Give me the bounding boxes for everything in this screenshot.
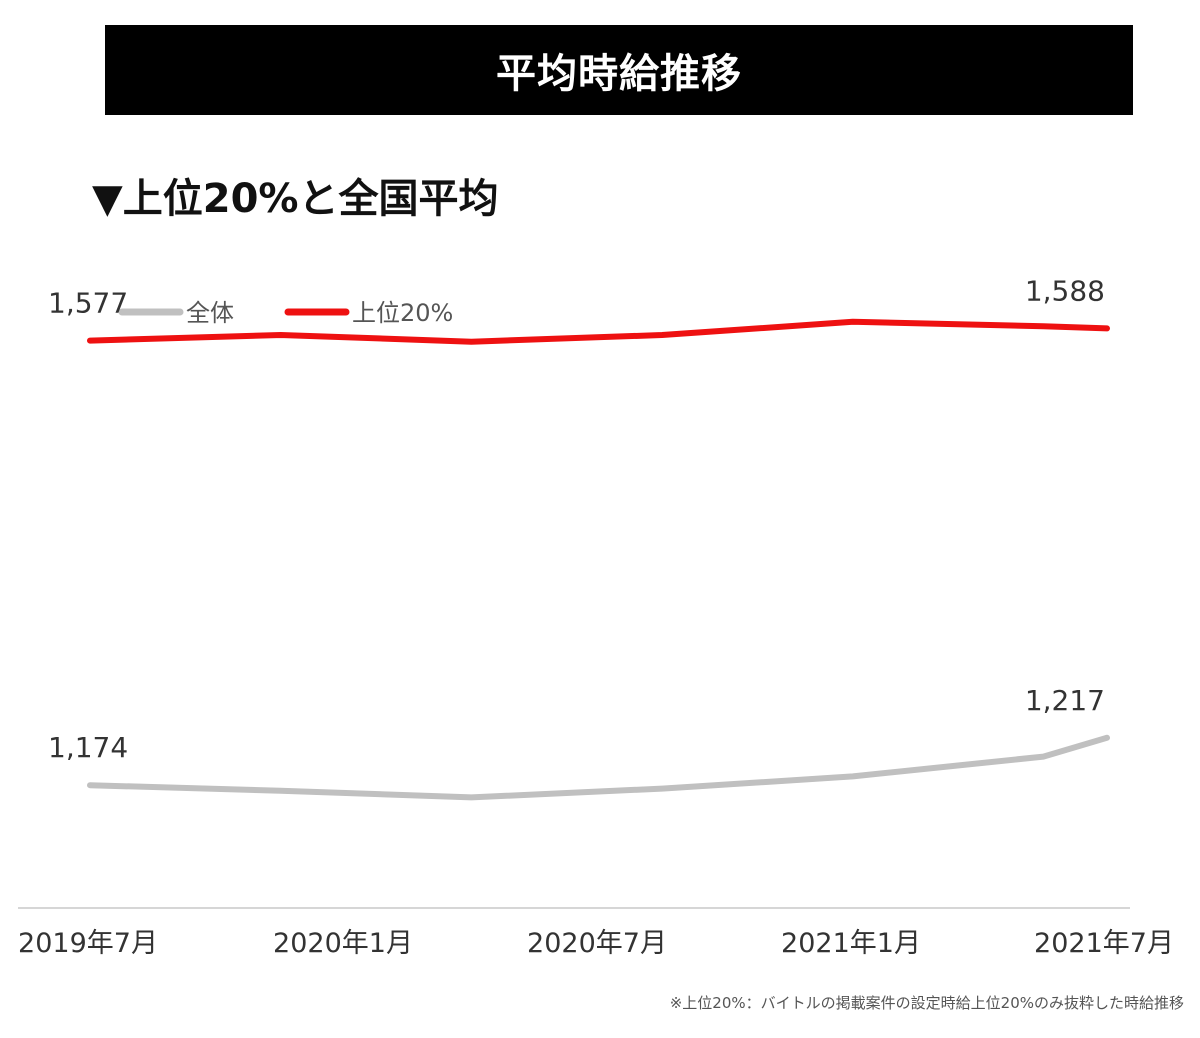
series-line-1 — [87, 318, 1110, 345]
legend-label-0: 全体 — [186, 299, 234, 327]
chart-subtitle: ▼上位20%と全国平均 — [92, 176, 499, 222]
data-label: 1,174 — [48, 731, 128, 764]
data-label: 1,577 — [48, 287, 128, 320]
footnote: ※上位20%：バイトルの掲載案件の設定時給上位20%のみ抜粋した時給推移 — [669, 994, 1184, 1012]
x-tick-label: 2020年7月 — [527, 928, 667, 959]
chart-title: 平均時給推移 — [496, 51, 742, 97]
x-tick-label: 2020年1月 — [273, 928, 413, 959]
x-tick-label: 2019年7月 — [18, 928, 158, 959]
series-line-0 — [87, 734, 1110, 801]
data-label: 1,217 — [1025, 684, 1105, 717]
title-bar: 平均時給推移 — [105, 25, 1133, 115]
legend-label-1: 上位20% — [352, 299, 453, 327]
data-label: 1,588 — [1025, 274, 1105, 307]
x-tick-label: 2021年7月 — [1034, 928, 1174, 959]
x-tick-label: 2021年1月 — [781, 928, 921, 959]
